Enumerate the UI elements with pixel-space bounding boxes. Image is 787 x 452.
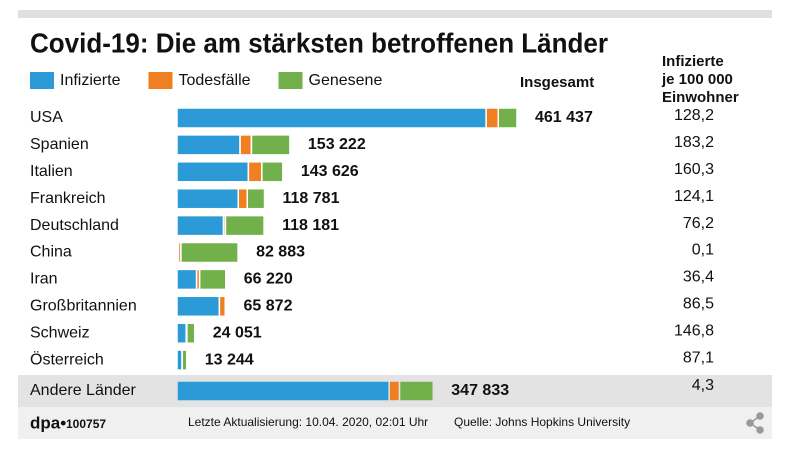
- top-band: [18, 10, 772, 18]
- bar-segment: [177, 350, 182, 370]
- bar-segment: [187, 323, 195, 343]
- total-label: 65 872: [244, 298, 293, 315]
- total-label: 143 626: [301, 163, 359, 180]
- per100k-label: 183,2: [674, 134, 714, 151]
- bar-segment: [247, 189, 264, 209]
- category-label: Schweiz: [30, 324, 90, 341]
- legend-swatch: [30, 72, 54, 89]
- per100k-label: 76,2: [683, 215, 714, 232]
- total-label: 153 222: [308, 136, 366, 153]
- bar-segment: [498, 108, 517, 128]
- bar-segment: [225, 216, 264, 236]
- per100k-label: 160,3: [674, 161, 714, 178]
- bar-segment: [251, 135, 289, 155]
- total-label: 13 244: [205, 351, 254, 368]
- total-label: 461 437: [535, 109, 593, 126]
- total-label: 118 781: [283, 190, 340, 207]
- legend-label: Todesfälle: [178, 72, 250, 89]
- category-label: USA: [30, 109, 63, 126]
- per100k-label: 124,1: [674, 188, 714, 205]
- per100k-label: 36,4: [683, 269, 714, 286]
- side-header-line: je 100 000: [661, 71, 733, 88]
- bar-segment: [177, 216, 224, 236]
- bar-segment: [219, 296, 225, 316]
- bar-segment: [177, 135, 240, 155]
- per100k-label: 87,1: [683, 349, 714, 366]
- per100k-label: 0,1: [692, 242, 714, 259]
- legend-label: Infizierte: [60, 72, 121, 89]
- category-label: Frankreich: [30, 190, 106, 207]
- bar-segment: [177, 108, 486, 128]
- bar-segment: [238, 189, 247, 209]
- legend-swatch: [279, 72, 303, 89]
- brand: dpa•: [30, 413, 66, 432]
- bar-segment: [389, 381, 399, 401]
- category-label: China: [30, 244, 72, 261]
- legend-swatch: [148, 72, 172, 89]
- bar-segment: [177, 296, 219, 316]
- bar-segment: [200, 269, 226, 289]
- bar-segment: [177, 189, 238, 209]
- bar-segment: [177, 381, 389, 401]
- bar-segment: [177, 323, 186, 343]
- per100k-label: 4,3: [692, 377, 714, 394]
- side-header-line: Einwohner: [662, 89, 739, 106]
- legend-label: Genesene: [309, 72, 383, 89]
- category-label: Spanien: [30, 136, 89, 153]
- per100k-label: 146,8: [674, 322, 714, 339]
- per100k-label: 86,5: [683, 296, 714, 313]
- per100k-label: 128,2: [674, 107, 714, 124]
- footer-id: 100757: [66, 417, 106, 431]
- total-label: 347 833: [451, 382, 509, 399]
- total-label: 118 181: [282, 217, 339, 234]
- bar-segment: [240, 135, 251, 155]
- chart-title: Covid-19: Die am stärksten betroffenen L…: [30, 27, 608, 58]
- footer-updated: Letzte Aktualisierung: 10.04. 2020, 02:0…: [188, 415, 428, 429]
- total-header: Insgesamt: [520, 74, 594, 91]
- category-label: Iran: [30, 271, 58, 288]
- bar-segment: [177, 162, 248, 182]
- category-label: Andere Länder: [30, 382, 137, 399]
- bar-segment: [177, 269, 197, 289]
- total-label: 66 220: [244, 271, 293, 288]
- total-label: 82 883: [256, 244, 305, 261]
- bar-segment: [181, 243, 238, 263]
- bar-segment: [400, 381, 434, 401]
- footer-source: Quelle: Johns Hopkins University: [454, 415, 630, 429]
- bar-segment: [486, 108, 498, 128]
- category-label: Österreich: [30, 350, 104, 368]
- category-label: Deutschland: [30, 217, 119, 234]
- side-header-line: Infizierte: [662, 53, 724, 70]
- category-label: Italien: [30, 163, 73, 180]
- bar-segment: [182, 350, 186, 370]
- bar-segment: [248, 162, 261, 182]
- total-label: 24 051: [213, 324, 262, 341]
- category-label: Großbritannien: [30, 298, 137, 315]
- bar-segment: [262, 162, 283, 182]
